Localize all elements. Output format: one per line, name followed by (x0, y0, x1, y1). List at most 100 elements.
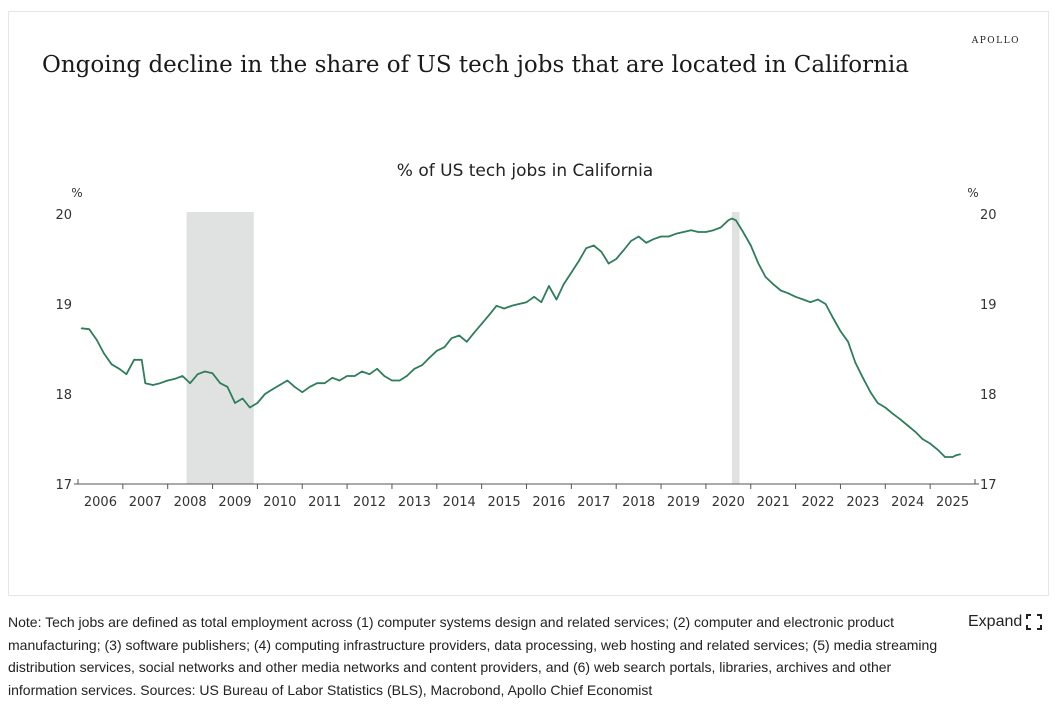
x-tick-label-2012: 2012 (353, 495, 386, 510)
data-point (615, 258, 617, 260)
data-point (166, 379, 169, 382)
data-point (301, 391, 304, 394)
y-tick-right-17: 17 (980, 478, 997, 493)
data-point (727, 219, 730, 222)
data-point (88, 328, 90, 331)
data-point (159, 382, 161, 385)
data-point (607, 262, 610, 265)
data-point (133, 359, 135, 361)
data-point (152, 384, 154, 386)
data-point (458, 334, 461, 337)
data-point (682, 231, 685, 233)
data-point (118, 368, 121, 370)
data-point (847, 341, 849, 343)
x-tick-label-2006: 2006 (84, 495, 117, 510)
data-point (495, 305, 498, 307)
data-point (951, 456, 954, 458)
x-tick-label-2011: 2011 (308, 495, 341, 510)
data-point (174, 377, 177, 380)
data-point (219, 382, 221, 385)
data-point (406, 375, 408, 377)
data-point (450, 337, 453, 340)
data-point (876, 402, 879, 404)
data-point (645, 242, 647, 244)
x-tick-label-2021: 2021 (757, 495, 790, 510)
y-tick-right-19: 19 (980, 298, 997, 313)
chart-card: APOLLO Ongoing decline in the share of U… (8, 11, 1049, 596)
data-point (731, 217, 733, 220)
data-point (697, 231, 700, 233)
x-tick-label-2019: 2019 (667, 495, 700, 510)
data-point (368, 373, 371, 376)
data-point (570, 271, 573, 274)
data-point (929, 442, 931, 445)
data-point (794, 296, 797, 298)
data-point (944, 456, 946, 458)
data-point (436, 350, 438, 352)
y-tick-left-20: 20 (55, 208, 72, 223)
y-tick-right-20: 20 (980, 208, 997, 223)
x-tick-label-2025: 2025 (936, 495, 969, 510)
chart-title: % of US tech jobs in California (397, 161, 653, 181)
data-point (144, 382, 147, 385)
data-point (630, 240, 632, 242)
brand-logo: APOLLO (971, 36, 1020, 46)
data-point (959, 453, 961, 456)
data-point (80, 327, 83, 330)
data-point (338, 379, 341, 382)
data-point (719, 226, 722, 229)
data-point (383, 375, 386, 377)
data-point (667, 235, 670, 238)
data-point (525, 301, 528, 304)
data-point (839, 330, 842, 332)
data-point (518, 303, 520, 305)
data-point (331, 377, 334, 379)
expand-button[interactable]: Expand (968, 611, 1043, 633)
data-point (787, 292, 789, 295)
data-point (705, 231, 707, 233)
data-point (955, 454, 957, 457)
data-point (862, 377, 864, 379)
x-tick-label-2010: 2010 (263, 495, 296, 510)
data-point (809, 301, 812, 304)
data-point (309, 386, 311, 388)
recession-band-1 (731, 212, 740, 484)
data-point (533, 296, 535, 298)
data-point (585, 247, 587, 249)
x-tick-label-2017: 2017 (577, 495, 610, 510)
data-point (234, 402, 236, 404)
data-point (578, 260, 580, 262)
data-point (742, 231, 744, 233)
data-point (892, 413, 894, 415)
data-point (921, 438, 924, 440)
x-tick-label-2009: 2009 (218, 495, 251, 510)
data-point (181, 375, 184, 377)
data-point (353, 375, 356, 377)
data-point (398, 379, 401, 382)
data-point (361, 370, 363, 373)
data-point (211, 372, 214, 375)
data-point (780, 289, 782, 292)
headline: Ongoing decline in the share of US tech … (42, 52, 909, 78)
x-tick-label-2008: 2008 (174, 495, 207, 510)
data-point (279, 384, 281, 386)
x-tick-label-2024: 2024 (891, 495, 924, 510)
data-point (548, 285, 550, 287)
y-axis-left-unit: % (71, 186, 82, 200)
data-point (937, 449, 939, 451)
x-tick-label-2022: 2022 (801, 495, 834, 510)
data-point (293, 386, 296, 388)
data-point (540, 301, 543, 304)
data-point (712, 229, 715, 231)
data-point (510, 305, 513, 307)
y-tick-left-19: 19 (55, 298, 72, 313)
data-point (906, 424, 909, 427)
data-point (413, 368, 416, 370)
y-tick-left-18: 18 (55, 388, 72, 403)
data-point (899, 418, 901, 421)
data-point (764, 276, 767, 278)
x-tick-label-2014: 2014 (443, 495, 476, 510)
data-point (241, 397, 244, 400)
